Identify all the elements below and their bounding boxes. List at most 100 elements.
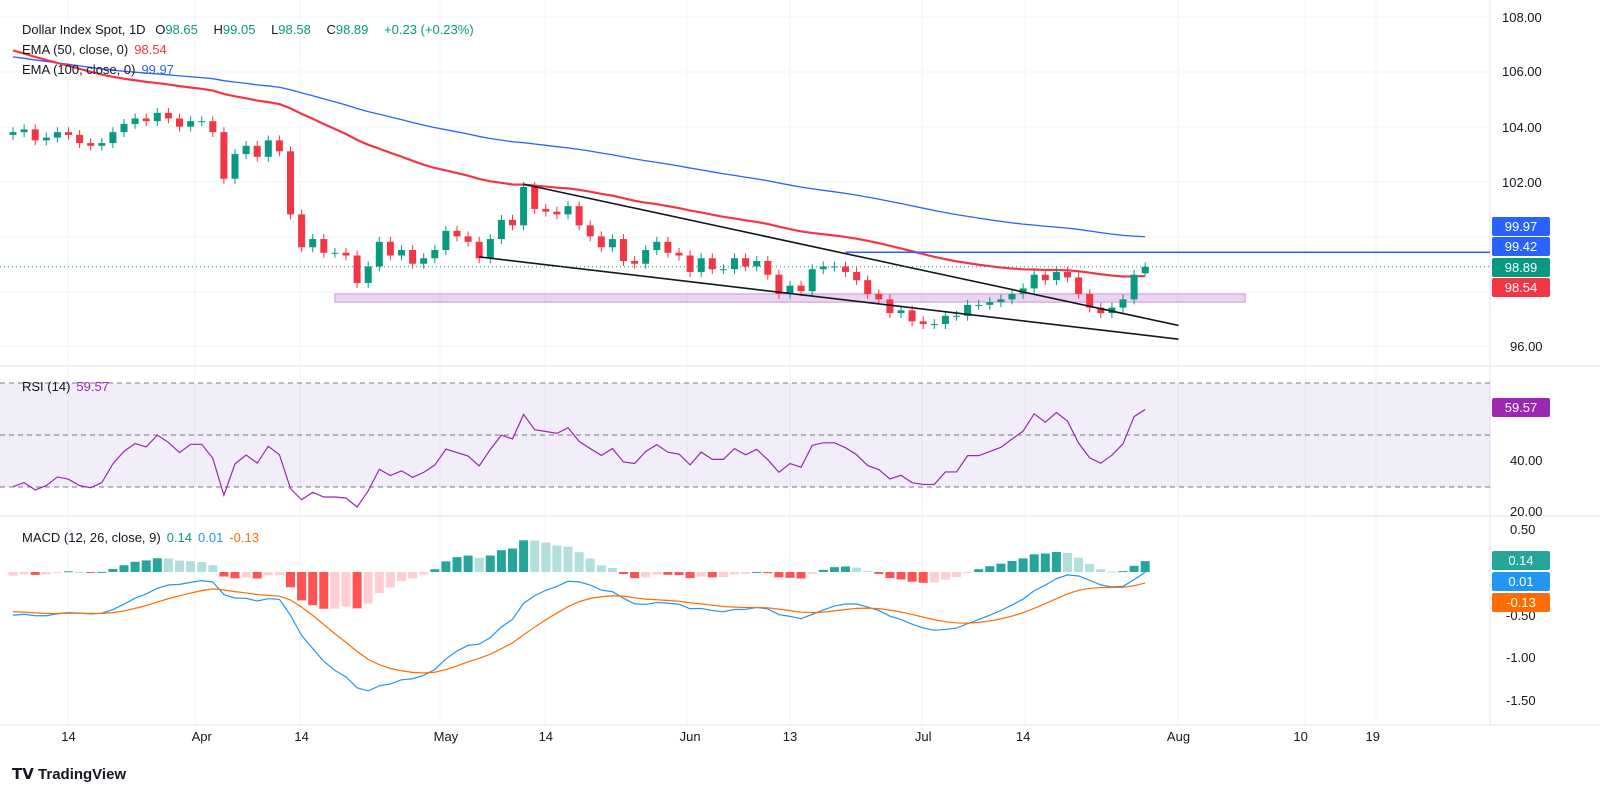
macd-histogram-bar [785, 572, 795, 578]
candle-body [209, 121, 217, 133]
candle-body [708, 258, 716, 270]
signal-line [12, 582, 1146, 674]
candle-body [1008, 293, 1016, 300]
candle-body [719, 269, 727, 271]
candle-body [176, 118, 183, 127]
macd-histogram-bar [763, 572, 773, 574]
macd-histogram-bar [596, 565, 606, 572]
time-axis-tick: 14 [1015, 729, 1031, 744]
candle-body [442, 230, 450, 251]
macd-histogram-bar [652, 572, 662, 575]
macd-histogram-bar [718, 572, 728, 578]
trendline [479, 256, 1179, 340]
candle-body [187, 121, 195, 127]
candle-body [531, 186, 539, 209]
time-axis-tick: May [433, 729, 459, 744]
macd-histogram-bar [330, 572, 340, 609]
candle-body [908, 310, 916, 322]
signal-price-tag: -0.13 [1492, 593, 1550, 612]
macd-histogram-bar [19, 572, 29, 575]
time-axis-tick: Apr [191, 729, 212, 744]
macd-histogram-bar [219, 572, 229, 577]
candle-body [1130, 274, 1138, 300]
macd-hist-value: 0.14 [166, 530, 193, 545]
macd-histogram-bar [341, 572, 351, 607]
close-label: C [326, 22, 336, 37]
macd-histogram-bar [208, 565, 218, 572]
candle-body [853, 271, 861, 281]
macd-histogram-bar [408, 572, 418, 579]
candle-body [386, 241, 394, 256]
candle-body [153, 112, 161, 122]
macd-histogram-bar [630, 572, 640, 579]
rsi-line [12, 408, 1146, 508]
macd-histogram-bar [918, 572, 928, 583]
candle-body [375, 241, 383, 267]
candle-body [398, 250, 405, 256]
close-price-tag: 98.89 [1492, 258, 1550, 277]
candle-body [1030, 274, 1038, 289]
macd-histogram-bar [874, 572, 884, 574]
candle-body [575, 206, 583, 226]
candle-body [298, 214, 306, 248]
macd-histogram-bar [519, 540, 529, 572]
macd-legend[interactable]: MACD (12, 26, close, 9) 0.14 0.01 -0.13 [22, 530, 265, 545]
candle-body [597, 236, 605, 248]
macd-histogram-bar [841, 566, 850, 572]
macd-histogram-bar [474, 557, 484, 572]
candle-body [653, 241, 661, 251]
candle-body [686, 255, 694, 272]
macd-tick: -1.00 [1506, 650, 1536, 665]
hline-price-tag: 99.42 [1492, 237, 1550, 256]
candle-body [953, 315, 960, 317]
candle-body [697, 258, 705, 272]
macd-histogram-bar [996, 563, 1006, 572]
macd-histogram-bar [1063, 552, 1072, 572]
macd-histogram-bar [175, 560, 184, 572]
candle-body [264, 140, 272, 157]
rsi-label: RSI (14) [22, 379, 71, 394]
macd-histogram-bar [141, 560, 151, 572]
macd-histogram-bar [829, 567, 839, 572]
price-tick: 96.00 [1510, 339, 1543, 354]
price-tick: 102.00 [1502, 175, 1542, 190]
macd-histogram-bar [419, 572, 429, 575]
ema100-label: EMA (100, close, 0) [22, 62, 136, 77]
candle-body [53, 132, 61, 138]
macd-histogram-bar [1051, 552, 1061, 572]
candle-body [930, 324, 938, 326]
brand-label: TradingView [38, 766, 127, 783]
macd-line [12, 571, 1146, 692]
time-axis-tick: 14 [538, 729, 554, 744]
ema50-legend[interactable]: EMA (50, close, 0) 98.54 [22, 42, 173, 57]
candle-body [453, 230, 461, 237]
tradingview-logo[interactable]: 𝗧𝗩 TradingView [12, 765, 126, 783]
candle-body [775, 274, 783, 294]
macd-histogram-bar [97, 571, 107, 573]
rsi-legend[interactable]: RSI (14) 59.57 [22, 379, 115, 394]
macd-histogram-bar [241, 572, 251, 578]
candle-body [9, 132, 17, 135]
candle-body [1097, 307, 1105, 314]
ema50-price-tag: 98.54 [1492, 278, 1550, 297]
macd-histogram-bar [1074, 557, 1084, 572]
candle-body [808, 269, 816, 292]
candle-body [409, 250, 417, 264]
price-tick: 106.00 [1502, 64, 1542, 79]
price-tick: 108.00 [1502, 10, 1542, 25]
macd-histogram-bar [963, 572, 973, 573]
ema100-legend[interactable]: EMA (100, close, 0) 99.97 [22, 62, 180, 77]
macd-histogram-bar [1029, 554, 1039, 572]
price-tick: 104.00 [1502, 120, 1542, 135]
macd-histogram-bar [863, 570, 873, 572]
time-axis-tick: 14 [61, 729, 76, 744]
candle-body [975, 304, 983, 306]
candle-body [309, 239, 317, 248]
time-axis-tick: Jul [914, 729, 932, 744]
symbol-label: Dollar Index Spot, 1D [22, 22, 146, 37]
macd-histogram-bar [186, 561, 196, 572]
macd-histogram-bar [508, 548, 517, 572]
macd-histogram-bar [952, 572, 961, 578]
